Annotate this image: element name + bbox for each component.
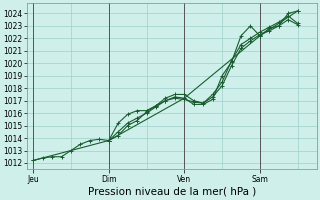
X-axis label: Pression niveau de la mer( hPa ): Pression niveau de la mer( hPa ): [88, 187, 256, 197]
